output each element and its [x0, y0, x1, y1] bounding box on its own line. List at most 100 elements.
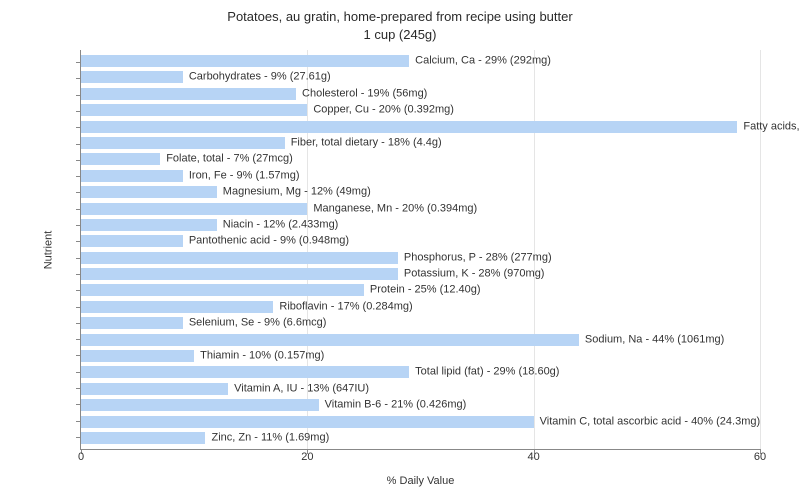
bar-label: Total lipid (fat) - 29% (18.60g)	[415, 367, 559, 378]
bar	[81, 252, 398, 264]
bar-row: Niacin - 12% (2.433mg)	[81, 218, 760, 232]
title-line-2: 1 cup (245g)	[364, 27, 437, 42]
y-tick-mark	[76, 144, 81, 145]
bar	[81, 235, 183, 247]
bar-row: Vitamin B-6 - 21% (0.426mg)	[81, 398, 760, 412]
y-tick-mark	[76, 127, 81, 128]
bar-row: Sodium, Na - 44% (1061mg)	[81, 333, 760, 347]
bar-row: Riboflavin - 17% (0.284mg)	[81, 300, 760, 314]
bar-label: Copper, Cu - 20% (0.392mg)	[313, 105, 454, 116]
bar-row: Thiamin - 10% (0.157mg)	[81, 349, 760, 363]
bar-label: Carbohydrates - 9% (27.61g)	[189, 72, 331, 83]
bar-row: Carbohydrates - 9% (27.61g)	[81, 70, 760, 84]
bar	[81, 88, 296, 100]
bar	[81, 71, 183, 83]
bar-label: Folate, total - 7% (27mcg)	[166, 154, 293, 165]
bar-row: Vitamin C, total ascorbic acid - 40% (24…	[81, 415, 760, 429]
bar-row: Copper, Cu - 20% (0.392mg)	[81, 103, 760, 117]
bar	[81, 104, 307, 116]
bar	[81, 284, 364, 296]
bar-row: Pantothenic acid - 9% (0.948mg)	[81, 234, 760, 248]
bar-label: Manganese, Mn - 20% (0.394mg)	[313, 203, 477, 214]
bar-label: Vitamin C, total ascorbic acid - 40% (24…	[540, 416, 761, 427]
bar	[81, 121, 737, 133]
bar	[81, 334, 579, 346]
y-tick-mark	[76, 437, 81, 438]
y-tick-mark	[76, 274, 81, 275]
y-tick-mark	[76, 241, 81, 242]
bar	[81, 350, 194, 362]
y-tick-mark	[76, 388, 81, 389]
nutrient-chart: Potatoes, au gratin, home-prepared from …	[0, 0, 800, 500]
bar-row: Zinc, Zn - 11% (1.69mg)	[81, 431, 760, 445]
bar	[81, 153, 160, 165]
bar-label: Protein - 25% (12.40g)	[370, 285, 481, 296]
y-tick-mark	[76, 355, 81, 356]
bar-label: Magnesium, Mg - 12% (49mg)	[223, 187, 371, 198]
y-tick-mark	[76, 323, 81, 324]
bar-row: Calcium, Ca - 29% (292mg)	[81, 54, 760, 68]
y-tick-mark	[76, 339, 81, 340]
bar	[81, 399, 319, 411]
bar-row: Fatty acids, total saturated - 58% (11.5…	[81, 120, 760, 134]
y-tick-mark	[76, 78, 81, 79]
y-tick-mark	[76, 404, 81, 405]
bars-container: Calcium, Ca - 29% (292mg) Carbohydrates -…	[81, 54, 760, 445]
bar-label: Vitamin A, IU - 13% (647IU)	[234, 383, 369, 394]
y-tick-mark	[76, 372, 81, 373]
bar-label: Cholesterol - 19% (56mg)	[302, 88, 427, 99]
bar-label: Riboflavin - 17% (0.284mg)	[279, 301, 412, 312]
bar-label: Pantothenic acid - 9% (0.948mg)	[189, 236, 349, 247]
x-tick-label: 0	[78, 451, 84, 463]
bar-row: Folate, total - 7% (27mcg)	[81, 152, 760, 166]
bar-row: Selenium, Se - 9% (6.6mcg)	[81, 316, 760, 330]
bar-row: Phosphorus, P - 28% (277mg)	[81, 251, 760, 265]
y-tick-mark	[76, 258, 81, 259]
y-tick-mark	[76, 176, 81, 177]
bar-row: Cholesterol - 19% (56mg)	[81, 87, 760, 101]
x-tick-label: 20	[301, 451, 313, 463]
bar	[81, 186, 217, 198]
plot-area: Calcium, Ca - 29% (292mg) Carbohydrates -…	[80, 50, 760, 450]
bar-label: Vitamin B-6 - 21% (0.426mg)	[325, 400, 467, 411]
bar-label: Niacin - 12% (2.433mg)	[223, 219, 339, 230]
x-ticks: 0204060	[81, 451, 760, 467]
bar	[81, 268, 398, 280]
bar-label: Potassium, K - 28% (970mg)	[404, 269, 545, 280]
grid-line	[760, 50, 761, 449]
y-tick-mark	[76, 421, 81, 422]
bar-row: Potassium, K - 28% (970mg)	[81, 267, 760, 281]
y-tick-mark	[76, 111, 81, 112]
bar-row: Total lipid (fat) - 29% (18.60g)	[81, 365, 760, 379]
bar	[81, 366, 409, 378]
bar-label: Selenium, Se - 9% (6.6mcg)	[189, 318, 327, 329]
bar	[81, 55, 409, 67]
bar	[81, 416, 534, 428]
y-tick-mark	[76, 192, 81, 193]
bar-label: Fatty acids, total saturated - 58% (11.5…	[743, 121, 800, 132]
bar	[81, 383, 228, 395]
bar-label: Sodium, Na - 44% (1061mg)	[585, 334, 724, 345]
bar	[81, 301, 273, 313]
bar-label: Thiamin - 10% (0.157mg)	[200, 351, 324, 362]
bar	[81, 432, 205, 444]
title-line-1: Potatoes, au gratin, home-prepared from …	[227, 9, 572, 24]
y-tick-mark	[76, 160, 81, 161]
y-tick-mark	[76, 209, 81, 210]
chart-title: Potatoes, au gratin, home-prepared from …	[0, 0, 800, 43]
y-tick-mark	[76, 307, 81, 308]
y-tick-mark	[76, 225, 81, 226]
x-tick-label: 40	[528, 451, 540, 463]
bar	[81, 317, 183, 329]
y-axis-label: Nutrient	[42, 230, 54, 269]
y-tick-mark	[76, 62, 81, 63]
bar	[81, 219, 217, 231]
bar-label: Zinc, Zn - 11% (1.69mg)	[211, 432, 329, 443]
bar	[81, 170, 183, 182]
bar-row: Fiber, total dietary - 18% (4.4g)	[81, 136, 760, 150]
x-axis-label: % Daily Value	[387, 475, 455, 487]
bar-label: Iron, Fe - 9% (1.57mg)	[189, 170, 300, 181]
bar-label: Calcium, Ca - 29% (292mg)	[415, 56, 551, 67]
bar	[81, 137, 285, 149]
bar-row: Vitamin A, IU - 13% (647IU)	[81, 382, 760, 396]
